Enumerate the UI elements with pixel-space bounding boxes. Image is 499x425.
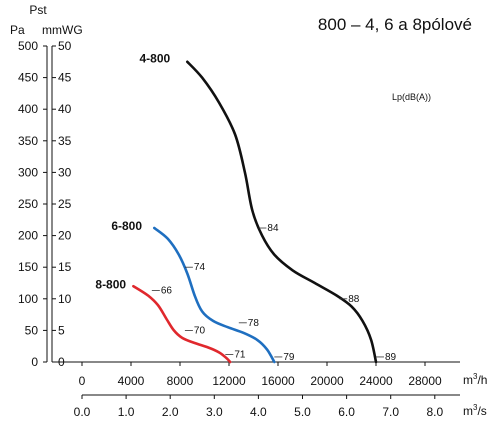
x-tick-m3h-label: 20000 — [310, 374, 344, 388]
sound-level-label: 66 — [161, 286, 173, 297]
y-tick-mmwg-label: 20 — [58, 229, 72, 243]
sound-level-label: 70 — [194, 325, 206, 336]
y-axis-unit-pa: Pa — [10, 23, 25, 37]
x-tick-m3s-label: 5.0 — [294, 405, 311, 419]
sound-level-label: 74 — [194, 262, 206, 273]
x-tick-m3s-label: 8.0 — [426, 405, 443, 419]
y-tick-mmwg-label: 0 — [58, 355, 65, 369]
y-tick-pa-label: 0 — [31, 355, 38, 369]
y-tick-pa-label: 150 — [18, 260, 38, 274]
sound-level-label: 84 — [267, 223, 279, 234]
chart-title: 800 – 4, 6 a 8pólové — [318, 15, 472, 34]
y-tick-pa-label: 300 — [18, 165, 38, 179]
y-tick-pa-label: 200 — [18, 229, 38, 243]
x-tick-m3s-label: 7.0 — [382, 405, 399, 419]
sound-level-label: 79 — [283, 352, 295, 363]
x-tick-m3s-label: 4.0 — [250, 405, 267, 419]
series-label-4-800: 4-800 — [139, 52, 170, 66]
y-tick-mmwg-label: 50 — [58, 39, 72, 53]
y-tick-mmwg-label: 40 — [58, 102, 72, 116]
lp-legend-label: Lp(dB(A)) — [392, 92, 431, 102]
y-tick-pa-label: 500 — [18, 39, 38, 53]
sound-level-label: 78 — [248, 318, 260, 329]
y-tick-mmwg-label: 10 — [58, 292, 72, 306]
curve-labels: 84 88 89 74 78 79 66 70 71 4-800 6-800 8-800 — [95, 52, 396, 363]
y-axis-unit-mmwg: mmWG — [42, 23, 83, 37]
series-line-6-800 — [153, 226, 276, 364]
y-tick-mmwg-label: 45 — [58, 71, 72, 85]
y-tick-mmwg-label: 5 — [58, 323, 65, 337]
x-tick-m3h-label: 28000 — [408, 374, 442, 388]
x-tick-m3s-label: 0.0 — [74, 405, 91, 419]
y-tick-pa-label: 50 — [25, 323, 39, 337]
x-tick-m3s-label: 6.0 — [338, 405, 355, 419]
series-line-8-800 — [132, 284, 232, 364]
x-tick-m3s-label: 2.0 — [162, 405, 179, 419]
x-tick-m3s-label: 1.0 — [118, 405, 135, 419]
y-tick-pa-label: 100 — [18, 292, 38, 306]
y-tick-pa-label: 350 — [18, 134, 38, 148]
fan-curves — [132, 60, 378, 364]
sound-level-label: 88 — [348, 294, 360, 305]
x-axis-unit-m3s: m3/s — [463, 403, 487, 418]
y-tick-pa-label: 250 — [18, 197, 38, 211]
series-label-6-800: 6-800 — [111, 219, 142, 233]
x-tick-m3h-label: 16000 — [261, 374, 295, 388]
sound-level-label: 71 — [234, 349, 246, 360]
axes — [43, 45, 460, 399]
y-tick-mmwg-label: 15 — [58, 260, 72, 274]
x-tick-m3s-label: 3.0 — [206, 405, 223, 419]
series-line-4-800 — [186, 60, 378, 364]
y-tick-mmwg-label: 30 — [58, 165, 72, 179]
x-tick-m3h-label: 4000 — [118, 374, 145, 388]
series-label-8-800: 8-800 — [95, 277, 126, 291]
x-tick-m3h-label: 8000 — [167, 374, 194, 388]
y-tick-mmwg-label: 35 — [58, 134, 72, 148]
y-tick-pa-label: 400 — [18, 102, 38, 116]
sound-level-label: 89 — [385, 352, 397, 363]
y-axis-title-pst: Pst — [29, 3, 47, 17]
x-tick-m3h-label: 24000 — [359, 374, 393, 388]
y-tick-mmwg-label: 25 — [58, 197, 72, 211]
x-axis-unit-m3h: m3/h — [463, 372, 487, 387]
x-tick-m3h-label: 0 — [79, 374, 86, 388]
y-tick-pa-label: 450 — [18, 71, 38, 85]
x-tick-m3h-label: 12000 — [212, 374, 246, 388]
